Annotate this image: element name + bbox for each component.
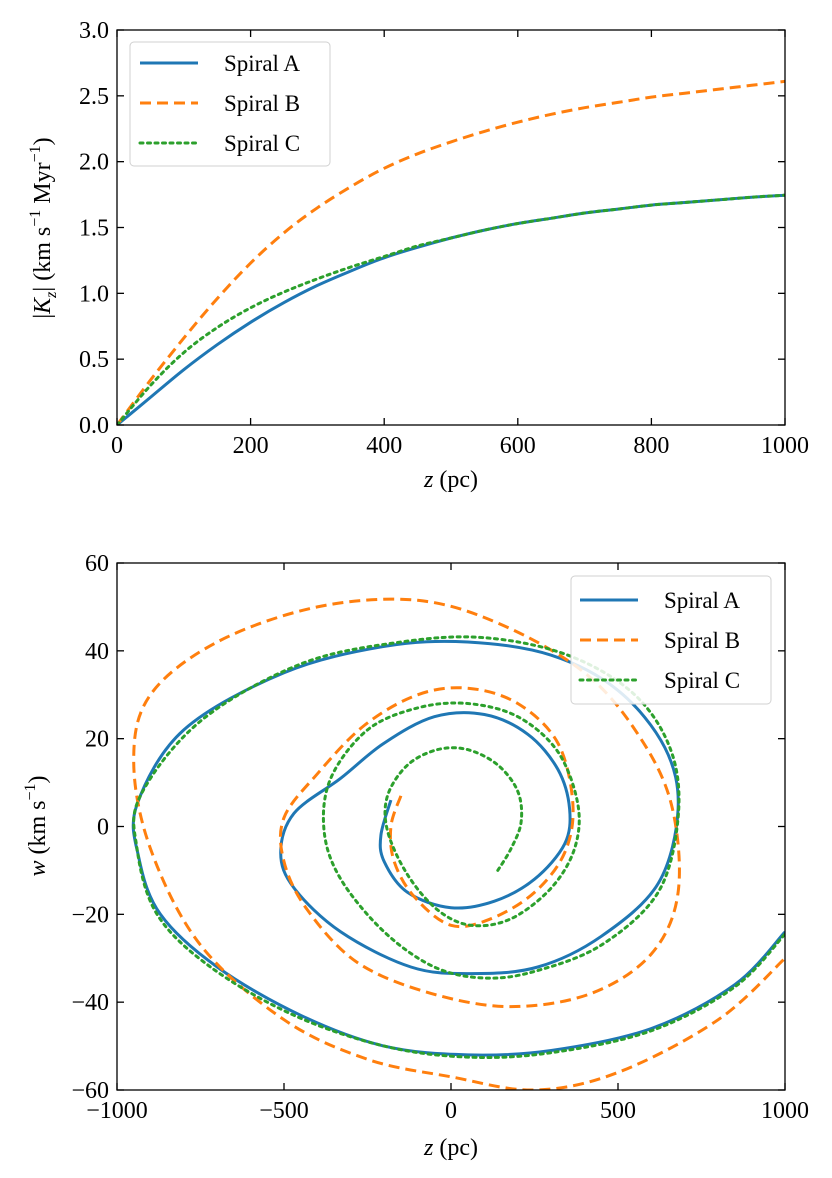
y-axis-label: w (km s−1) — [22, 775, 51, 876]
legend-label: Spiral B — [224, 91, 300, 116]
y-tick-label: 40 — [85, 639, 109, 665]
y-tick-label: 0.0 — [79, 413, 109, 439]
chart-kz-vs-z: 0 200 400 600 800 1000 0.0 0.5 1.0 1.5 2.0 2.5 3.0 z… — [27, 18, 809, 493]
legend: Spiral A Spiral B Spiral C — [570, 575, 772, 705]
x-tick-label: 200 — [233, 433, 269, 459]
x-tick-label: 1000 — [761, 433, 809, 459]
legend: Spiral A Spiral B Spiral C — [129, 41, 331, 167]
y-tick-label: −40 — [71, 990, 109, 1016]
x-tick-label: 0 — [111, 433, 123, 459]
legend-box — [570, 575, 772, 705]
y-tick-label: 1.5 — [79, 216, 109, 242]
chart-0-series-spiral-c — [117, 193, 785, 425]
x-tick-label: 0 — [445, 1098, 457, 1124]
x-tick-label: −1000 — [86, 1098, 148, 1124]
x-tick-label: 800 — [633, 433, 669, 459]
chart-0-series-spiral-a — [117, 193, 785, 425]
chart-1-series-spiral-c — [132, 635, 785, 1059]
legend-label: Spiral A — [664, 588, 740, 613]
legend-label: Spiral B — [664, 628, 740, 653]
chart-phase-spiral: −1000 −500 0 500 1000 −60 −40 −20 0 20 40 60 z (pc)… — [22, 551, 809, 1161]
y-tick-label: −20 — [71, 902, 109, 928]
y-tick-label: 3.0 — [79, 18, 109, 44]
y-tick-label: 2.5 — [79, 84, 109, 110]
x-axis-label: z (pc) — [423, 1135, 478, 1161]
chart-1-series-spiral-a — [131, 639, 785, 1057]
legend-label: Spiral C — [224, 131, 300, 156]
y-tick-label: 0.5 — [79, 347, 109, 373]
x-tick-label: −500 — [259, 1098, 309, 1124]
legend-label: Spiral A — [224, 51, 300, 76]
chart-0-series-spiral-b — [117, 79, 785, 425]
legend-box — [129, 41, 331, 167]
y-tick-label: 20 — [85, 727, 109, 753]
y-axis-label: |Kz| (km s−1 Myr−1) — [27, 137, 60, 318]
y-tick-label: 0 — [97, 815, 109, 841]
x-tick-label: 1000 — [761, 1098, 809, 1124]
y-tick-label: 1.0 — [79, 281, 109, 307]
x-tick-label: 400 — [366, 433, 402, 459]
x-tick-label: 500 — [600, 1098, 636, 1124]
x-tick-label: 600 — [500, 433, 536, 459]
x-axis-label: z (pc) — [423, 467, 478, 493]
legend-label: Spiral C — [664, 668, 740, 693]
y-tick-label: −60 — [71, 1078, 109, 1104]
y-tick-label: 2.0 — [79, 150, 109, 176]
chart-1-series-spiral-b — [132, 597, 785, 1090]
y-tick-label: 60 — [85, 551, 109, 577]
